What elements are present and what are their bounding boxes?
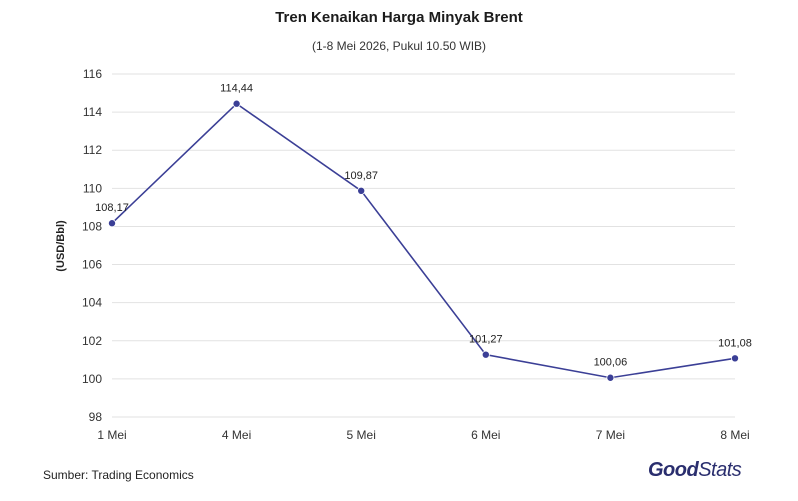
y-tick-label: 102 xyxy=(82,334,102,348)
data-points xyxy=(108,99,740,382)
data-label: 108,17 xyxy=(95,202,129,214)
brand-logo-part1: Good xyxy=(648,459,699,481)
x-axis-ticks: 1 Mei 4 Mei 5 Mei 6 Mei 7 Mei 8 Mei xyxy=(97,428,749,442)
data-point xyxy=(108,219,117,228)
data-label: 114,44 xyxy=(220,83,253,95)
x-tick-label: 6 Mei xyxy=(471,428,500,442)
y-tick-label: 116 xyxy=(83,67,102,81)
chart-subtitle: (1-8 Mei 2026, Pukul 10.50 WIB) xyxy=(311,39,487,53)
data-point xyxy=(357,186,366,195)
series-line xyxy=(111,102,736,379)
y-axis-ticks: 98 100 102 104 106 108 110 112 114 116 xyxy=(82,67,102,424)
data-point xyxy=(232,99,241,108)
brand-logo: GoodStats xyxy=(648,459,742,482)
x-tick-label: 4 Mei xyxy=(222,428,251,442)
x-tick-label: 1 Mei xyxy=(97,428,126,442)
brand-logo-part2: Stats xyxy=(698,459,742,481)
chart-title: Tren Kenaikan Harga Minyak Brent xyxy=(275,9,523,26)
data-label: 101,08 xyxy=(718,337,752,349)
y-tick-label: 110 xyxy=(83,181,102,195)
y-tick-label: 104 xyxy=(82,296,102,310)
x-tick-label: 8 Mei xyxy=(720,428,749,442)
source-note: Sumber: Trading Economics xyxy=(43,468,194,482)
data-label: 101,27 xyxy=(469,334,503,346)
data-label: 109,87 xyxy=(344,170,378,182)
data-label: 100,06 xyxy=(594,357,628,369)
data-point xyxy=(481,350,490,359)
y-tick-label: 108 xyxy=(82,219,102,233)
y-tick-label: 98 xyxy=(89,410,103,424)
y-axis-label: (USD/Bbl) xyxy=(55,220,67,272)
y-tick-label: 112 xyxy=(83,143,102,157)
grid-lines xyxy=(112,73,735,418)
data-labels: 108,17 114,44 109,87 101,27 100,06 101,08 xyxy=(95,83,752,369)
y-tick-label: 100 xyxy=(82,372,102,386)
y-tick-label: 114 xyxy=(83,105,102,119)
x-tick-label: 7 Mei xyxy=(596,428,625,442)
y-tick-label: 106 xyxy=(82,258,102,272)
data-point xyxy=(606,373,615,382)
x-tick-label: 5 Mei xyxy=(347,428,376,442)
data-point xyxy=(731,354,740,363)
